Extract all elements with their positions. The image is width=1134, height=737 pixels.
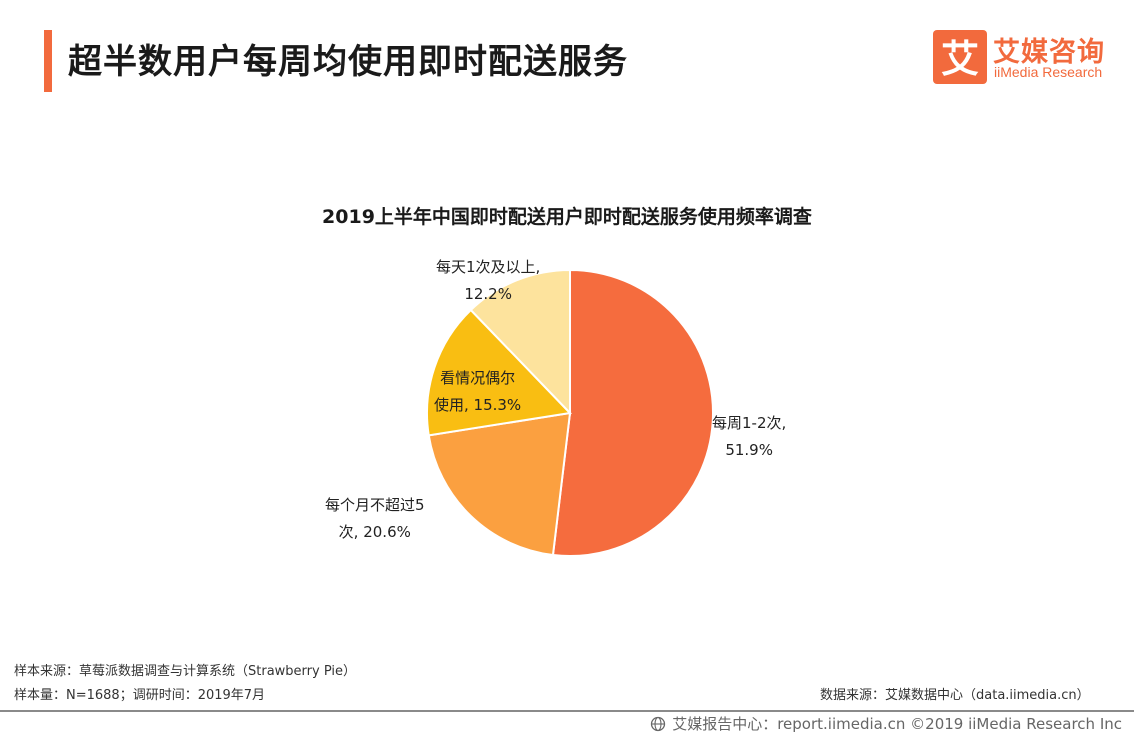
brand-logo-char: 艾 xyxy=(941,37,979,81)
pie-slice-occasional xyxy=(426,308,573,437)
slice-label-daily-line2: 12.2% xyxy=(464,285,512,303)
footer-divider xyxy=(0,710,1134,712)
slice-label-monthly-line1: 每个月不超过5 xyxy=(325,496,425,514)
slice-label-weekly-line2: 51.9% xyxy=(725,441,773,459)
page-title: 超半数用户每周均使用即时配送服务 xyxy=(68,42,628,82)
slice-label-daily-line1: 每天1次及以上, xyxy=(436,258,541,276)
brand-name: 艾媒咨询 xyxy=(993,37,1105,68)
slice-label-monthly: 每个月不超过5 次, 20.6% xyxy=(325,492,425,546)
pie-slice-monthly xyxy=(427,411,572,557)
footer-bar: 艾媒报告中心：report.iimedia.cn ©2019 iiMedia R… xyxy=(650,713,1122,734)
chart-title: 2019上半年中国即时配送用户即时配送服务使用频率调查 xyxy=(322,206,812,228)
slice-label-weekly-line1: 每周1-2次, xyxy=(712,414,787,432)
slice-label-occasional-line2: 使用, 15.3% xyxy=(434,396,522,414)
slice-label-monthly-line2: 次, 20.6% xyxy=(338,523,411,541)
slice-label-occasional: 看情况偶尔 使用, 15.3% xyxy=(434,365,521,419)
slice-label-occasional-line1: 看情况偶尔 xyxy=(440,369,516,387)
pie-slice-weekly xyxy=(551,268,714,557)
title-accent-bar xyxy=(44,30,52,92)
slice-label-weekly: 每周1-2次, 51.9% xyxy=(712,410,786,464)
globe-icon xyxy=(651,716,666,731)
brand-logo-icon: 艾 xyxy=(933,30,987,84)
footer-copyright: 艾媒报告中心：report.iimedia.cn ©2019 iiMedia R… xyxy=(672,715,1122,733)
brand-subtitle: iiMedia Research xyxy=(994,64,1103,80)
slice-label-daily: 每天1次及以上, 12.2% xyxy=(436,254,540,308)
sample-size: 样本量：N=1688；调研时间：2019年7月 xyxy=(14,688,266,703)
sample-source: 样本来源：草莓派数据调查与计算系统（Strawberry Pie） xyxy=(14,664,356,679)
pie-slice-daily xyxy=(469,268,571,416)
data-source: 数据来源：艾媒数据中心（data.iimedia.cn） xyxy=(820,688,1090,703)
